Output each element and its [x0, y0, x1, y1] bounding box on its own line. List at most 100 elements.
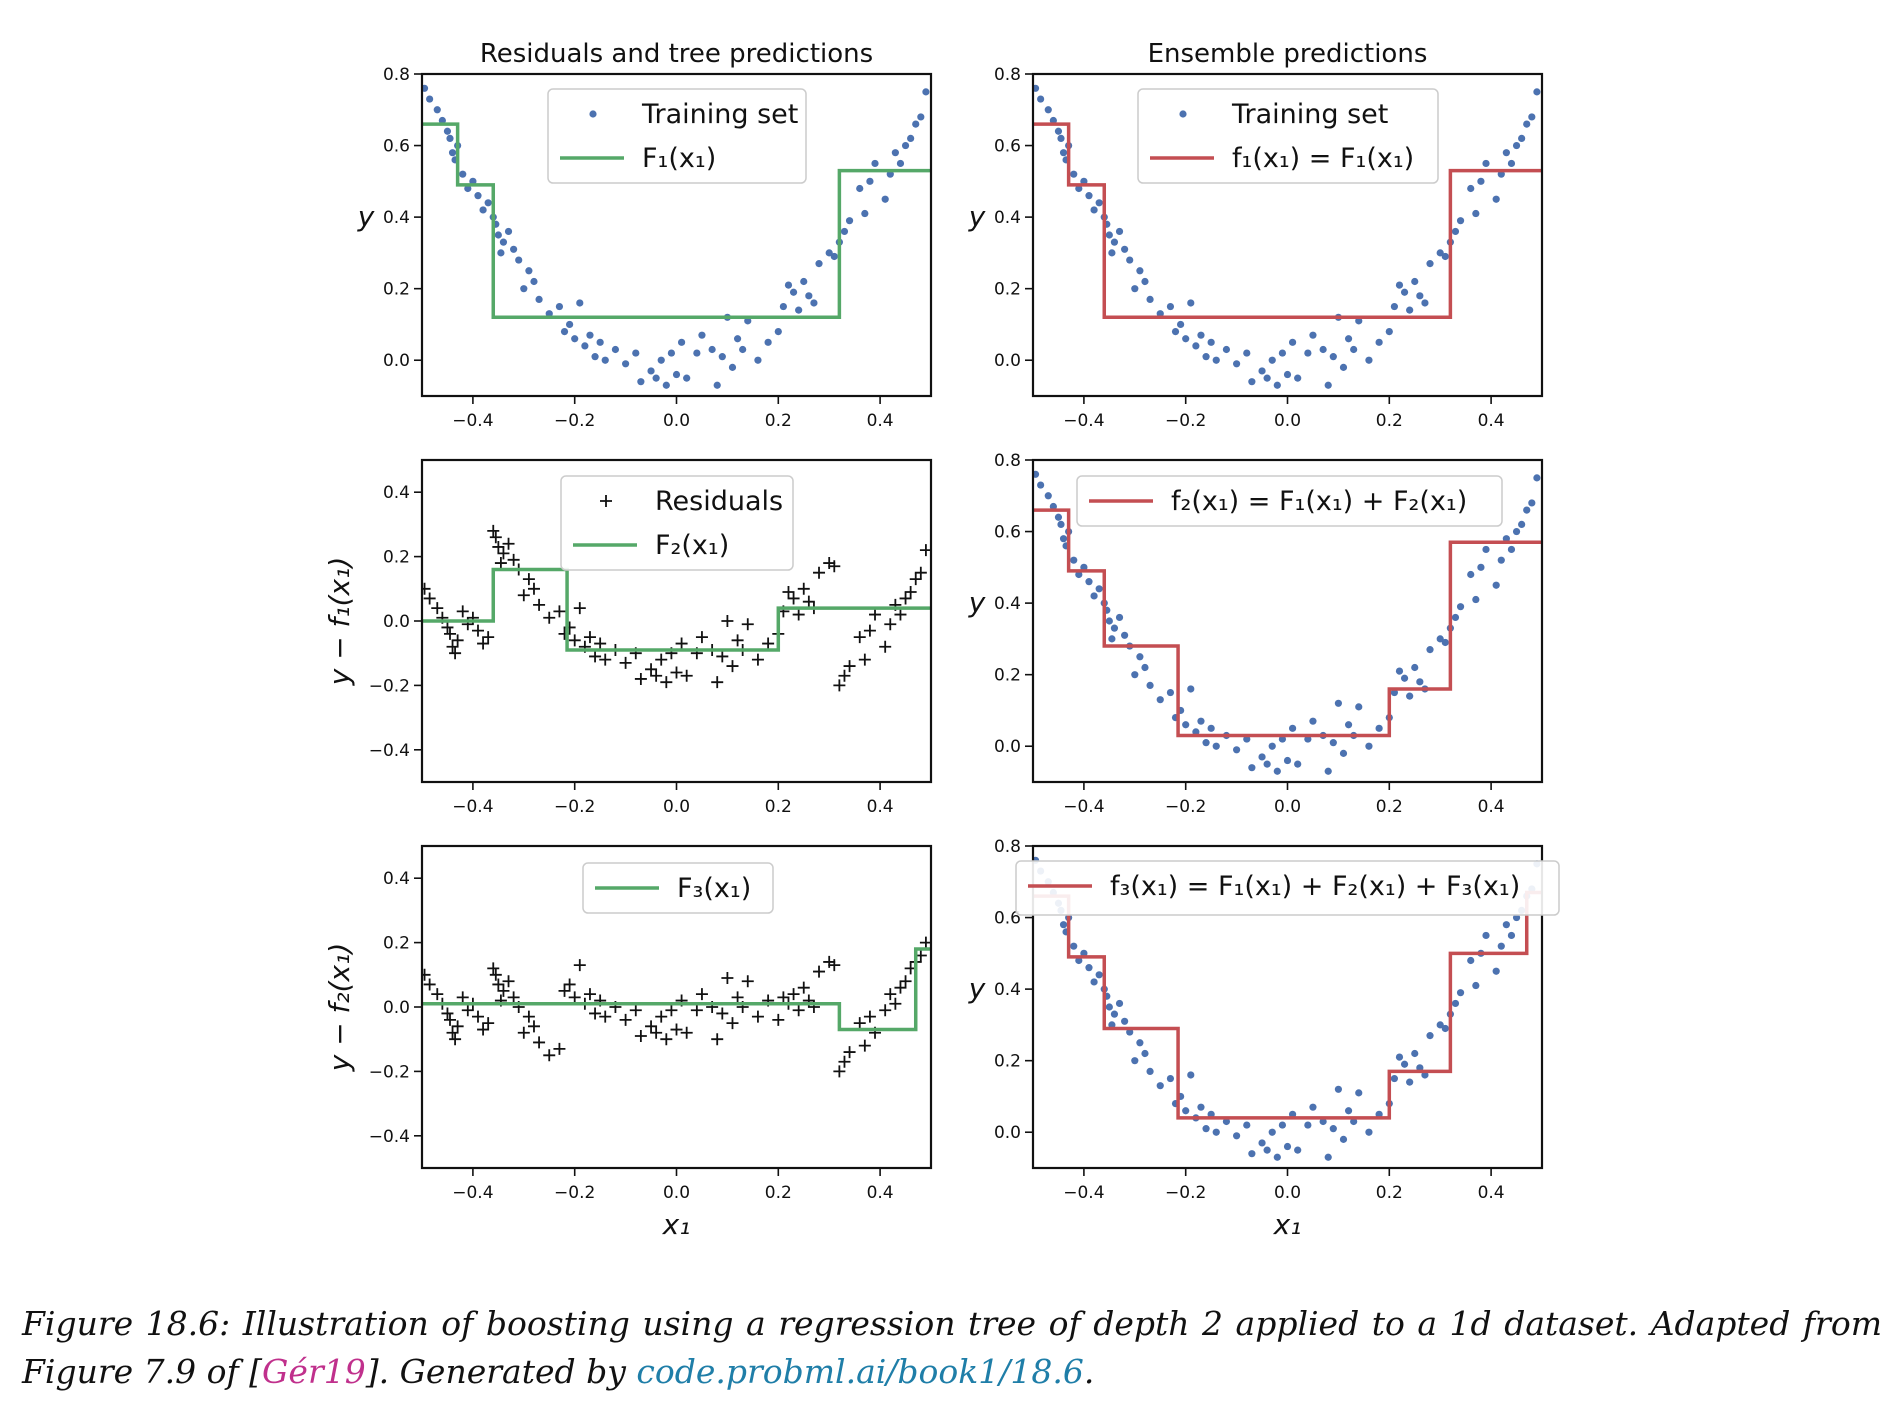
legend-label: F₂(x₁) — [655, 530, 729, 561]
training-point — [1182, 335, 1190, 343]
training-point — [1329, 1125, 1337, 1133]
y-tick-label: −0.4 — [369, 1127, 410, 1147]
training-point — [1171, 328, 1180, 336]
training-point — [677, 338, 686, 346]
training-point — [1288, 338, 1297, 346]
training-point — [1507, 159, 1516, 168]
residual-point — [670, 1023, 683, 1036]
training-point — [1406, 692, 1414, 700]
residual-point — [792, 608, 805, 621]
panel-p5: −0.4 −0.2 0.0 0.2 0.4 −0.4 −0.2 0.0 0.2 0.4 y − f₂… — [323, 844, 933, 1241]
residual-point — [863, 1010, 876, 1023]
code-link[interactable]: code.probml.ai/book1/18.6 — [636, 1352, 1084, 1391]
residual-point — [655, 1010, 668, 1023]
training-point — [683, 374, 691, 382]
training-point — [1355, 703, 1363, 711]
legend: Training set F₁(x₁) — [547, 88, 807, 184]
legend-dot-marker — [589, 110, 597, 118]
training-point — [1033, 470, 1040, 478]
training-point — [1166, 688, 1175, 697]
residual-point — [894, 608, 907, 621]
training-point — [912, 120, 920, 128]
training-point — [1233, 746, 1241, 754]
training-point — [1105, 231, 1113, 239]
training-point — [1294, 374, 1302, 382]
training-point — [728, 363, 737, 371]
training-point — [632, 349, 640, 357]
training-point — [1207, 1110, 1215, 1118]
training-point — [1049, 116, 1057, 125]
residual-point — [731, 991, 744, 1004]
training-point — [1518, 134, 1526, 142]
y-tick-label: 0.6 — [994, 909, 1021, 929]
x-tick-label: 0.4 — [867, 411, 894, 431]
training-point — [1375, 724, 1383, 732]
residual-point — [726, 1017, 739, 1030]
panel-title: Ensemble predictions — [1148, 39, 1428, 69]
training-point — [1339, 749, 1348, 757]
x-tick-label: 0.2 — [1376, 797, 1403, 817]
training-point — [504, 227, 513, 236]
residual-point — [492, 540, 505, 553]
residual-point — [833, 1065, 846, 1078]
residual-point — [502, 537, 515, 550]
training-point — [667, 349, 676, 357]
y-tick-label: 0.6 — [994, 137, 1021, 157]
residual-point — [422, 968, 431, 981]
training-point — [1105, 1003, 1113, 1011]
training-point — [1233, 360, 1241, 368]
training-point — [1212, 356, 1220, 364]
training-point — [1441, 1024, 1449, 1033]
training-point — [856, 184, 864, 193]
legend-label: F₃(x₁) — [677, 873, 751, 904]
residual-point — [843, 660, 856, 673]
caption-middle: ]. Generated by — [365, 1352, 637, 1391]
training-point — [1115, 613, 1124, 622]
training-point — [581, 342, 589, 350]
training-point — [1497, 556, 1505, 564]
training-point — [647, 367, 655, 375]
y-axis-label: y — [968, 972, 986, 1005]
training-point — [1400, 1060, 1409, 1068]
x-tick-label: −0.4 — [1063, 797, 1104, 817]
residual-point — [777, 991, 790, 1004]
residual-point — [680, 669, 693, 682]
x-tick-label: 0.0 — [1274, 797, 1301, 817]
residual-point — [583, 988, 596, 1001]
training-point — [1339, 1135, 1348, 1143]
training-point — [446, 134, 454, 142]
legend-label: f₃(x₁) = F₁(x₁) + F₂(x₁) + F₃(x₁) — [1110, 871, 1520, 902]
residual-point — [914, 566, 927, 579]
residual-point — [583, 631, 596, 644]
plot-area — [422, 524, 931, 692]
training-point — [1497, 170, 1505, 178]
residual-point — [802, 595, 815, 608]
citation-link[interactable]: Gér19 — [262, 1352, 366, 1391]
training-point — [1075, 956, 1083, 965]
residual-point — [619, 1013, 632, 1026]
y-tick-label: 0.0 — [383, 612, 410, 632]
training-point — [1278, 349, 1287, 357]
training-point — [830, 252, 838, 261]
residual-point — [813, 965, 826, 978]
x-tick-label: 0.4 — [1478, 411, 1505, 431]
y-tick-label: 0.8 — [994, 837, 1021, 857]
residual-point — [533, 598, 546, 611]
training-point — [901, 141, 910, 150]
residual-point — [741, 618, 754, 631]
training-point — [744, 317, 752, 325]
residual-point — [487, 962, 500, 975]
y-tick-label: 0.2 — [383, 934, 410, 954]
training-point — [1528, 499, 1536, 507]
residual-point — [675, 637, 688, 650]
training-point — [1075, 184, 1083, 193]
training-point — [1309, 331, 1317, 339]
residual-point — [522, 573, 535, 586]
residual-point — [573, 959, 586, 972]
x-tick-label: −0.2 — [554, 1183, 595, 1203]
training-point — [1108, 1021, 1116, 1029]
training-point — [1294, 1146, 1302, 1154]
residual-point — [443, 1013, 456, 1026]
training-point — [1283, 370, 1292, 379]
panel-p1: 0.0 0.2 0.4 0.6 0.8 −0.4 −0.2 0.0 0.2 0.4 Residual… — [357, 39, 933, 431]
